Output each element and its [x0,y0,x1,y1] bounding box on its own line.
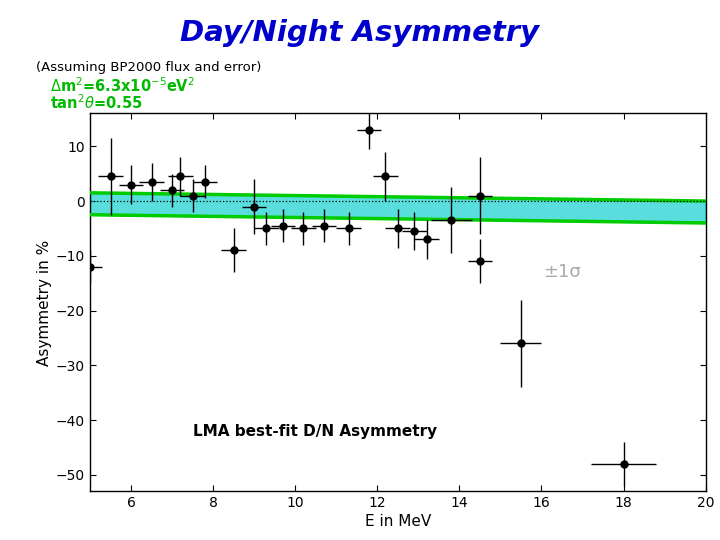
Text: $\mathbf{A_{DN}}$=$\mathbf{-1.8{\pm}1.6}^{+1.3}_{-1.2}$%: $\mathbf{A_{DN}}$=$\mathbf{-1.8{\pm}1.6}… [398,65,624,97]
Text: LMA best-fit D/N Asymmetry: LMA best-fit D/N Asymmetry [193,424,437,438]
Text: Day/Night Asymmetry: Day/Night Asymmetry [181,19,539,47]
Text: $\Delta$m$^2$=6.3x10$^{-5}$eV$^2$: $\Delta$m$^2$=6.3x10$^{-5}$eV$^2$ [50,77,195,96]
Y-axis label: Asymmetry in %: Asymmetry in % [37,239,52,366]
Text: (Assuming BP2000 flux and error): (Assuming BP2000 flux and error) [36,61,261,74]
X-axis label: E in MeV: E in MeV [364,515,431,529]
Text: ±1σ: ±1σ [543,264,581,281]
Text: tan$^2\theta$=0.55: tan$^2\theta$=0.55 [50,93,143,112]
